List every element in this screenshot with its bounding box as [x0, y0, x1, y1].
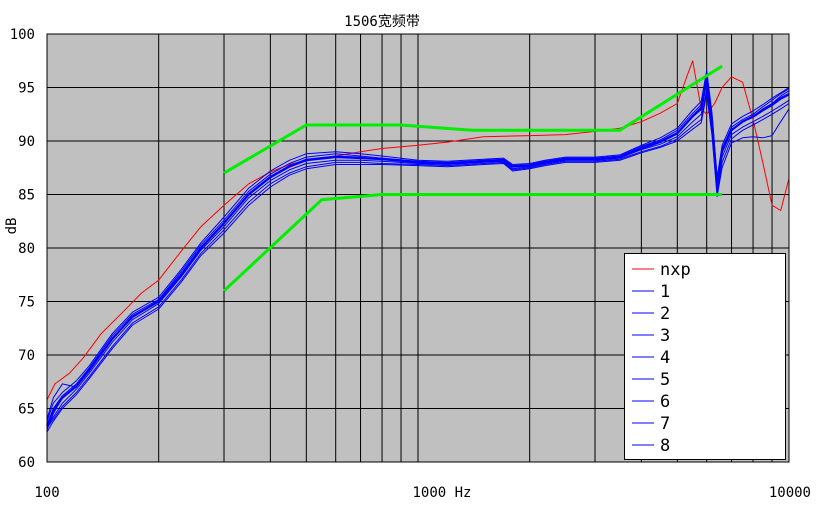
- y-tick-label: 100: [10, 27, 35, 43]
- x-tick-label: 10000: [769, 485, 811, 501]
- legend-label: 4: [660, 348, 670, 368]
- plot-frame: [46, 33, 790, 463]
- y-tick-label: 95: [18, 81, 35, 97]
- y-axis: 60 65 70 75 80 85 90 95 100: [10, 27, 35, 471]
- x-tick-label: 100: [34, 485, 59, 501]
- y-tick-label: 85: [18, 188, 35, 204]
- legend-label: 6: [660, 392, 670, 412]
- y-tick-label: 65: [18, 402, 35, 418]
- x-tick-label: 1000 Hz: [412, 485, 471, 501]
- legend-label: 2: [660, 304, 670, 324]
- legend-label: 8: [660, 436, 670, 456]
- y-tick-label: 60: [18, 455, 35, 471]
- y-tick-label: 70: [18, 348, 35, 364]
- x-axis: 100 1000 Hz 10000: [34, 485, 811, 501]
- limit-line-10: [222, 193, 723, 292]
- chart-title: 1506宽频带: [344, 13, 420, 30]
- series-line-nxp: [46, 60, 790, 401]
- y-axis-label: dB: [4, 218, 20, 235]
- y-tick-label: 90: [18, 134, 35, 150]
- legend-label: 5: [660, 370, 670, 390]
- series-layer: [46, 60, 790, 433]
- legend-label: 3: [660, 326, 670, 346]
- series-line-8: [46, 77, 790, 426]
- y-tick-label: 80: [18, 241, 35, 257]
- y-tick-label: 75: [18, 295, 35, 311]
- limit-line-9: [223, 64, 723, 175]
- series-line-6: [46, 93, 790, 433]
- series-line-5: [46, 69, 790, 422]
- legend-label: 1: [660, 282, 670, 302]
- legend-label: nxp: [660, 260, 691, 280]
- series-line-4: [46, 89, 790, 429]
- legend-label: 7: [660, 414, 670, 434]
